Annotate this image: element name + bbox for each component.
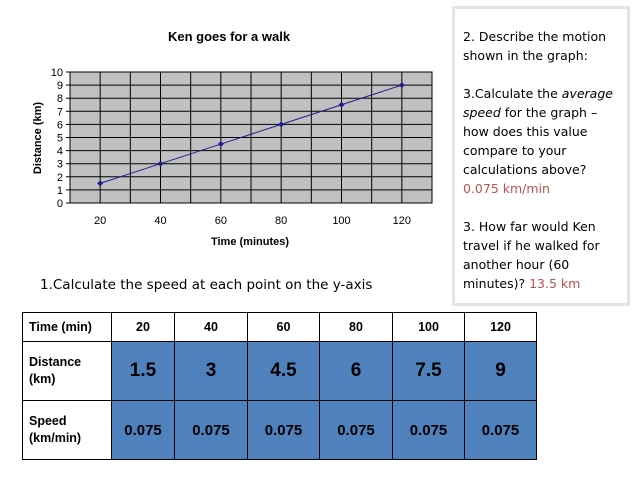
distance-header-line1: Distance bbox=[29, 355, 82, 369]
table-row-distance: Distance (km) 1.5 3 4.5 6 7.5 9 bbox=[22, 341, 537, 401]
speed-header: Speed (km/min) bbox=[22, 400, 112, 460]
time-cell: 20 bbox=[111, 312, 175, 342]
time-header: Time (min) bbox=[22, 312, 112, 342]
line-chart: Ken goes for a walk 0 1 2 3 4 5 6 7 8 9 10 20 40 60 8… bbox=[0, 0, 440, 262]
question-3-emphasis: average speed bbox=[463, 86, 613, 120]
table-row-time: Time (min) 20 40 60 80 100 120 bbox=[22, 312, 537, 342]
question-4-answer: 13.5 km bbox=[529, 276, 581, 291]
distance-cell: 4.5 bbox=[247, 341, 320, 401]
gridlines bbox=[66, 71, 432, 204]
y-axis-title: Distance (km) bbox=[32, 102, 44, 174]
y-tick-label: 3 bbox=[57, 159, 63, 171]
time-cell: 120 bbox=[464, 312, 537, 342]
y-tick-label: 10 bbox=[51, 67, 63, 79]
question-3-answer: 0.075 km/min bbox=[463, 181, 550, 196]
x-tick-label: 40 bbox=[154, 215, 166, 227]
speed-cell: 0.075 bbox=[464, 400, 537, 460]
chart-title: Ken goes for a walk bbox=[168, 29, 291, 44]
data-point-marker bbox=[217, 141, 224, 148]
distance-cell: 3 bbox=[174, 341, 248, 401]
data-table: Time (min) 20 40 60 80 100 120 Distance (… bbox=[22, 312, 537, 460]
series-markers bbox=[97, 82, 405, 187]
distance-header: Distance (km) bbox=[22, 341, 112, 401]
distance-cell: 7.5 bbox=[392, 341, 465, 401]
question-3-prefix: 3.Calculate the bbox=[463, 86, 562, 101]
y-tick-label: 2 bbox=[57, 172, 63, 184]
time-cell: 100 bbox=[392, 312, 465, 342]
x-tick-label: 120 bbox=[393, 215, 411, 227]
question-3: 3.Calculate the average speed for the gr… bbox=[463, 84, 619, 198]
speed-cell: 0.075 bbox=[174, 400, 248, 460]
question-2: 2. Describe the motion shown in the grap… bbox=[463, 29, 607, 63]
y-tick-label: 6 bbox=[57, 119, 63, 131]
table-row-speed: Speed (km/min) 0.075 0.075 0.075 0.075 0.… bbox=[22, 400, 537, 460]
x-tick-label: 80 bbox=[275, 215, 287, 227]
y-tick-label: 0 bbox=[57, 198, 63, 210]
x-tick-label: 100 bbox=[332, 215, 350, 227]
x-axis-title: Time (minutes) bbox=[211, 236, 289, 248]
distance-header-line2: (km) bbox=[29, 372, 56, 386]
y-tick-label: 7 bbox=[57, 106, 63, 118]
x-tick-label: 60 bbox=[215, 215, 227, 227]
data-point-marker bbox=[398, 82, 405, 89]
y-tick-label: 8 bbox=[57, 93, 63, 105]
x-tick-label: 20 bbox=[94, 215, 106, 227]
distance-cell: 9 bbox=[464, 341, 537, 401]
question-4: 3. How far would Ken travel if he walked… bbox=[463, 217, 619, 293]
time-cell: 80 bbox=[319, 312, 393, 342]
speed-cell: 0.075 bbox=[247, 400, 320, 460]
question-1: 1.Calculate the speed at each point on t… bbox=[40, 277, 373, 293]
y-tick-label: 4 bbox=[57, 146, 63, 158]
distance-cell: 6 bbox=[319, 341, 393, 401]
distance-cell: 1.5 bbox=[111, 341, 175, 401]
speed-cell: 0.075 bbox=[111, 400, 175, 460]
data-point-marker bbox=[278, 121, 285, 128]
speed-header-line2: (km/min) bbox=[29, 431, 82, 445]
question-4-text: 3. How far would Ken travel if he walked… bbox=[463, 219, 600, 291]
speed-cell: 0.075 bbox=[392, 400, 465, 460]
x-axis-ticks: 20 40 60 80 100 120 bbox=[94, 215, 411, 227]
y-tick-label: 5 bbox=[57, 133, 63, 145]
y-tick-label: 1 bbox=[57, 185, 63, 197]
data-point-marker bbox=[97, 180, 104, 187]
data-point-marker bbox=[157, 160, 164, 167]
time-cell: 60 bbox=[247, 312, 320, 342]
series-line bbox=[100, 84, 402, 184]
speed-header-line1: Speed bbox=[29, 414, 67, 428]
data-point-marker bbox=[338, 101, 345, 108]
speed-cell: 0.075 bbox=[319, 400, 393, 460]
y-tick-label: 9 bbox=[57, 80, 63, 92]
time-cell: 40 bbox=[174, 312, 248, 342]
question-3-suffix: for the graph – how does this value comp… bbox=[463, 105, 598, 177]
questions-panel: 2. Describe the motion shown in the grap… bbox=[452, 6, 630, 306]
